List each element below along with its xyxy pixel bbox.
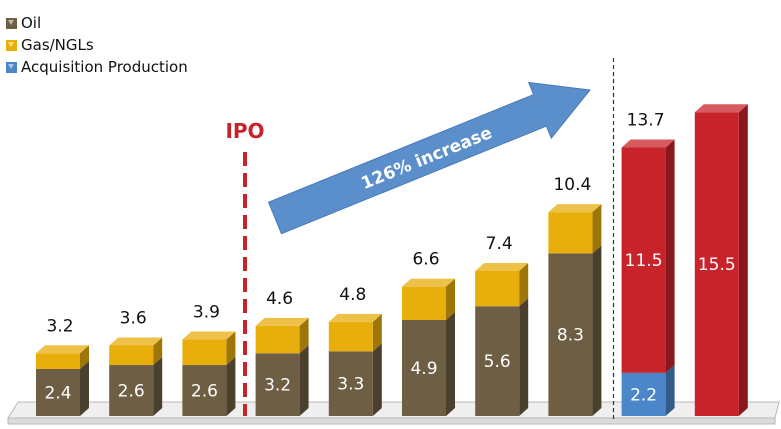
- ipo-label: IPO: [225, 119, 264, 143]
- bar-segment: [402, 311, 455, 416]
- bar-value-label: 5.6: [484, 352, 511, 372]
- bar-value-label: 11.5: [625, 251, 663, 271]
- bar-top: [36, 345, 89, 354]
- bar-top: [621, 139, 675, 148]
- bar-segment: [548, 204, 602, 254]
- bar-total-label: 4.6: [266, 289, 293, 309]
- bars: 2.4 3.2 2.6 3.6 2.6 3.9 3.2 4.6 3.3 4.8 4.9 6.6 5.6 7…: [36, 104, 748, 416]
- bar-segment: [255, 345, 309, 416]
- legend-swatch-oil: [6, 17, 17, 29]
- bar-segment: [621, 364, 675, 416]
- bar-segment: [182, 357, 236, 416]
- bar-total-label: 10.4: [553, 175, 591, 195]
- legend-item-oil: Oil: [6, 12, 188, 34]
- bar-top: [548, 204, 602, 213]
- bar-segment: [109, 337, 163, 366]
- bar-segment: [36, 345, 89, 369]
- bar-value-label: 2.6: [191, 382, 218, 402]
- bar-total-label: 6.6: [412, 250, 439, 270]
- bar-total-label: 7.4: [486, 234, 513, 254]
- legend: Oil Gas/NGLs Acquisition Production: [6, 12, 188, 78]
- bar-top: [109, 337, 163, 346]
- bar-segment: [475, 298, 529, 416]
- bar-segment: [109, 357, 163, 416]
- legend-label-acquisition: Acquisition Production: [21, 58, 188, 76]
- floor-edge: [7, 417, 776, 425]
- bar-value-label: 2.4: [44, 383, 71, 403]
- bar-segment: [36, 360, 89, 416]
- legend-label-gas: Gas/NGLs: [21, 36, 94, 54]
- legend-item-acquisition: Acquisition Production: [6, 56, 188, 78]
- bar-total-label: 3.9: [193, 303, 220, 323]
- bar-segment: [328, 313, 382, 352]
- bar-segment: [182, 331, 236, 366]
- bar-total-label: 3.2: [46, 316, 73, 336]
- bar-top: [255, 317, 309, 326]
- bar-top: [328, 313, 382, 322]
- bar-value-label: 2.6: [118, 382, 145, 402]
- bar-value-label: 2.2: [630, 385, 657, 405]
- bar-segment: [475, 262, 529, 307]
- bar-segment: [621, 139, 675, 373]
- bar-segment: [694, 104, 748, 416]
- arrow-shape: [267, 81, 591, 235]
- bar-top: [402, 278, 455, 287]
- legend-label-oil: Oil: [21, 14, 42, 32]
- legend-swatch-gas: [6, 39, 17, 51]
- legend-swatch-acquisition: [6, 61, 17, 73]
- bar-value-label: 4.9: [410, 359, 437, 379]
- bar-segment: [328, 343, 382, 416]
- bar-segment: [548, 245, 602, 416]
- bar-top: [475, 262, 529, 271]
- bar-total-label: 13.7: [627, 110, 665, 130]
- legend-item-gas: Gas/NGLs: [6, 34, 188, 56]
- bar-total-label: 3.6: [120, 308, 147, 328]
- bar-value-label: 8.3: [557, 326, 584, 346]
- bar-top: [182, 331, 236, 340]
- bar-total-label: 4.8: [339, 285, 366, 305]
- bar-segment: [255, 317, 309, 354]
- bar-value-label: 3.3: [337, 375, 364, 395]
- bar-top: [694, 104, 748, 113]
- bar-segment: [402, 278, 455, 320]
- bar-value-label: 15.5: [698, 255, 736, 275]
- bar-value-label: 3.2: [264, 376, 291, 396]
